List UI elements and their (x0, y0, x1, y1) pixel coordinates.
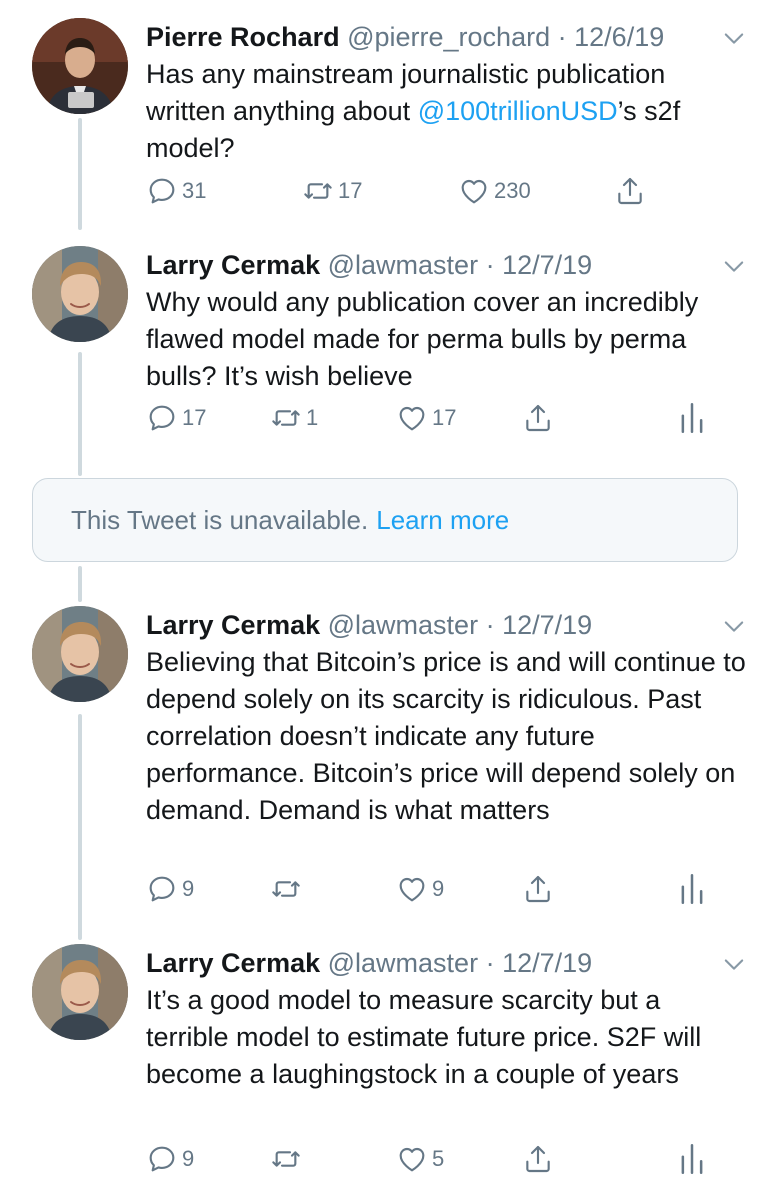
avatar[interactable] (32, 246, 128, 342)
retweet-button[interactable] (270, 1139, 306, 1179)
tweet-text: Believing that Bitcoin’s price is and wi… (146, 647, 746, 825)
tweet[interactable]: Pierre Rochard @pierre_rochard · 12/6/19… (0, 18, 778, 218)
unavailable-text: This Tweet is unavailable. (71, 504, 369, 535)
retweet-count: 1 (306, 405, 319, 430)
tweet-actions: 31 17 230 (146, 171, 746, 211)
reply-button[interactable]: 9 (146, 869, 194, 909)
reply-count: 31 (182, 178, 207, 203)
tweet[interactable]: Larry Cermak @lawmaster · 12/7/19 Why wo… (0, 246, 778, 446)
tweet-actions: 9 5 (146, 1139, 746, 1179)
tweet-text-part: Has any mainstream journalistic publicat… (146, 59, 666, 126)
mention-link[interactable]: @100trillionUSD (417, 96, 618, 126)
like-count: 17 (432, 405, 457, 430)
retweet-count: 17 (338, 178, 363, 203)
heart-icon (396, 402, 428, 434)
tweet-text-part: ’s s2f model? (146, 96, 681, 163)
tweet-actions: 17 1 17 (146, 398, 746, 438)
author-name[interactable]: Larry Cermak (146, 610, 321, 640)
author-handle[interactable]: @lawmaster (327, 610, 479, 640)
analytics-icon[interactable] (678, 1143, 706, 1175)
share-button[interactable] (522, 1139, 558, 1179)
reply-icon (146, 175, 178, 207)
author-name[interactable]: Pierre Rochard (146, 22, 340, 52)
chevron-down-icon[interactable] (720, 24, 748, 52)
separator: · (485, 948, 495, 978)
separator: · (485, 610, 495, 640)
thread-line (78, 566, 82, 602)
share-icon (614, 175, 646, 207)
retweet-button[interactable] (270, 869, 306, 909)
tweet-text: Has any mainstream journalistic publicat… (146, 56, 746, 167)
like-button[interactable]: 9 (396, 869, 444, 909)
reply-icon (146, 402, 178, 434)
thread-line (78, 352, 82, 476)
thread-line (78, 714, 82, 940)
share-icon (522, 873, 554, 905)
avatar[interactable] (32, 18, 128, 114)
tweet-date[interactable]: 12/7/19 (502, 610, 593, 640)
author-handle[interactable]: @pierre_rochard (347, 22, 551, 52)
retweet-icon (270, 873, 302, 905)
like-count: 9 (432, 876, 445, 901)
reply-count: 17 (182, 405, 207, 430)
tweet-header: Pierre Rochard @pierre_rochard · 12/6/19 (146, 20, 664, 54)
reply-icon (146, 1143, 178, 1175)
author-name[interactable]: Larry Cermak (146, 250, 321, 280)
like-button[interactable]: 230 (458, 171, 531, 211)
analytics-icon[interactable] (678, 402, 706, 434)
reply-button[interactable]: 31 (146, 171, 206, 211)
share-button[interactable] (522, 869, 558, 909)
author-handle[interactable]: @lawmaster (327, 250, 479, 280)
reply-count: 9 (182, 1146, 195, 1171)
share-icon (522, 402, 554, 434)
thread-line (78, 118, 82, 230)
separator: · (557, 22, 567, 52)
like-count: 230 (494, 178, 531, 203)
unavailable-tweet-notice: This Tweet is unavailable. Learn more (32, 478, 738, 562)
tweet-date[interactable]: 12/7/19 (502, 250, 593, 280)
avatar[interactable] (32, 606, 128, 702)
like-button[interactable]: 5 (396, 1139, 444, 1179)
avatar[interactable] (32, 944, 128, 1040)
tweet-text: Why would any publication cover an incre… (146, 287, 699, 391)
tweet[interactable]: Larry Cermak @lawmaster · 12/7/19 It’s a… (0, 944, 778, 1194)
tweet-date[interactable]: 12/7/19 (502, 948, 593, 978)
tweet-header: Larry Cermak @lawmaster · 12/7/19 (146, 608, 592, 642)
analytics-icon[interactable] (678, 873, 706, 905)
tweet-header: Larry Cermak @lawmaster · 12/7/19 (146, 248, 592, 282)
learn-more-link[interactable]: Learn more (376, 504, 510, 535)
chevron-down-icon[interactable] (720, 612, 748, 640)
retweet-button[interactable]: 1 (270, 398, 318, 438)
retweet-icon (270, 402, 302, 434)
share-icon (522, 1143, 554, 1175)
retweet-icon (302, 175, 334, 207)
reply-icon (146, 873, 178, 905)
retweet-icon (270, 1143, 302, 1175)
tweet[interactable]: Larry Cermak @lawmaster · 12/7/19 Believ… (0, 606, 778, 916)
reply-button[interactable]: 9 (146, 1139, 194, 1179)
chevron-down-icon[interactable] (720, 950, 748, 978)
share-button[interactable] (522, 398, 558, 438)
chevron-down-icon[interactable] (720, 252, 748, 280)
like-count: 5 (432, 1146, 445, 1171)
reply-count: 9 (182, 876, 195, 901)
like-button[interactable]: 17 (396, 398, 456, 438)
retweet-button[interactable]: 17 (302, 171, 362, 211)
heart-icon (458, 175, 490, 207)
author-handle[interactable]: @lawmaster (327, 948, 479, 978)
share-button[interactable] (614, 171, 650, 211)
separator: · (485, 250, 495, 280)
tweet-actions: 9 9 (146, 869, 746, 909)
heart-icon (396, 873, 428, 905)
reply-button[interactable]: 17 (146, 398, 206, 438)
tweet-date[interactable]: 12/6/19 (574, 22, 665, 52)
tweet-text: It’s a good model to measure scarcity bu… (146, 985, 702, 1089)
author-name[interactable]: Larry Cermak (146, 948, 321, 978)
tweet-header: Larry Cermak @lawmaster · 12/7/19 (146, 946, 592, 980)
heart-icon (396, 1143, 428, 1175)
